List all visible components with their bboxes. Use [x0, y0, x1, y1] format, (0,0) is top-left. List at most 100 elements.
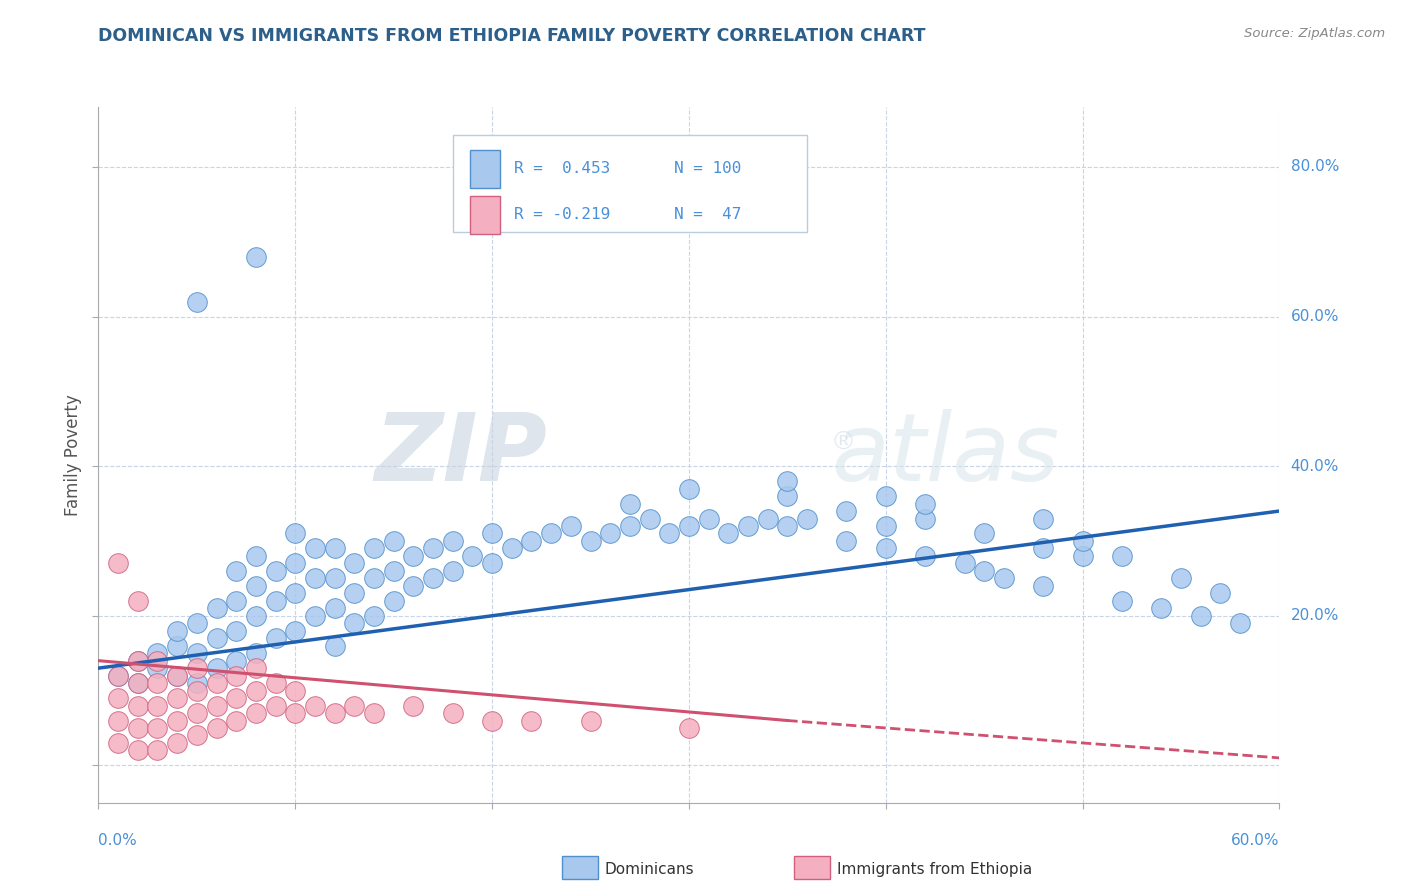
Point — [343, 586, 366, 600]
Text: ®: ® — [831, 431, 856, 455]
Point — [717, 526, 740, 541]
Point — [323, 541, 346, 556]
Point — [402, 579, 425, 593]
Text: Dominicans: Dominicans — [605, 863, 695, 877]
Point — [914, 497, 936, 511]
Point — [953, 557, 976, 571]
Point — [1032, 511, 1054, 525]
Point — [107, 557, 129, 571]
Point — [1170, 571, 1192, 585]
Point — [186, 683, 208, 698]
Y-axis label: Family Poverty: Family Poverty — [63, 394, 82, 516]
Point — [146, 661, 169, 675]
Bar — [471, 195, 501, 234]
Point — [363, 706, 385, 720]
Point — [579, 714, 602, 728]
Point — [205, 721, 228, 735]
Point — [1189, 608, 1212, 623]
Point — [756, 511, 779, 525]
Point — [166, 668, 188, 682]
Point — [481, 557, 503, 571]
Point — [1111, 549, 1133, 563]
Text: Source: ZipAtlas.com: Source: ZipAtlas.com — [1244, 27, 1385, 40]
Point — [245, 579, 267, 593]
Text: N = 100: N = 100 — [673, 161, 741, 177]
Bar — [471, 150, 501, 188]
Point — [560, 519, 582, 533]
Point — [363, 608, 385, 623]
Point — [363, 541, 385, 556]
Text: 0.0%: 0.0% — [98, 833, 138, 848]
Point — [776, 474, 799, 488]
Bar — [453, 135, 807, 232]
Point — [166, 639, 188, 653]
Point — [1111, 594, 1133, 608]
Point — [638, 511, 661, 525]
Point — [402, 549, 425, 563]
Point — [914, 511, 936, 525]
Point — [481, 526, 503, 541]
Point — [441, 706, 464, 720]
Point — [1209, 586, 1232, 600]
Point — [678, 482, 700, 496]
Point — [481, 714, 503, 728]
Point — [245, 683, 267, 698]
Point — [107, 691, 129, 706]
Point — [835, 533, 858, 548]
Point — [875, 541, 897, 556]
Point — [146, 721, 169, 735]
Point — [186, 661, 208, 675]
Point — [973, 564, 995, 578]
Point — [146, 698, 169, 713]
Point — [678, 519, 700, 533]
Point — [540, 526, 562, 541]
Point — [225, 624, 247, 638]
Point — [1032, 541, 1054, 556]
Point — [264, 676, 287, 690]
Point — [225, 691, 247, 706]
Point — [127, 743, 149, 757]
Point — [186, 706, 208, 720]
Point — [186, 294, 208, 309]
Point — [127, 698, 149, 713]
Point — [1229, 616, 1251, 631]
Point — [501, 541, 523, 556]
Point — [205, 661, 228, 675]
Point — [658, 526, 681, 541]
Point — [225, 654, 247, 668]
Point — [1071, 533, 1094, 548]
Point — [245, 706, 267, 720]
Point — [245, 646, 267, 660]
Point — [441, 564, 464, 578]
Point — [166, 691, 188, 706]
Point — [973, 526, 995, 541]
Text: 60.0%: 60.0% — [1232, 833, 1279, 848]
Point — [323, 639, 346, 653]
Point — [127, 594, 149, 608]
Point — [776, 489, 799, 503]
Point — [127, 721, 149, 735]
Point — [146, 743, 169, 757]
Text: Immigrants from Ethiopia: Immigrants from Ethiopia — [837, 863, 1032, 877]
Point — [737, 519, 759, 533]
Point — [166, 736, 188, 750]
Point — [107, 668, 129, 682]
Point — [127, 676, 149, 690]
Point — [304, 698, 326, 713]
Point — [186, 729, 208, 743]
Point — [520, 714, 543, 728]
Point — [146, 654, 169, 668]
Point — [382, 594, 405, 608]
Point — [520, 533, 543, 548]
Point — [225, 714, 247, 728]
Point — [146, 676, 169, 690]
Point — [284, 526, 307, 541]
Point — [441, 533, 464, 548]
Point — [166, 624, 188, 638]
Text: 60.0%: 60.0% — [1291, 309, 1339, 324]
Point — [914, 549, 936, 563]
Point — [619, 519, 641, 533]
Point — [264, 594, 287, 608]
Point — [304, 541, 326, 556]
Point — [127, 654, 149, 668]
